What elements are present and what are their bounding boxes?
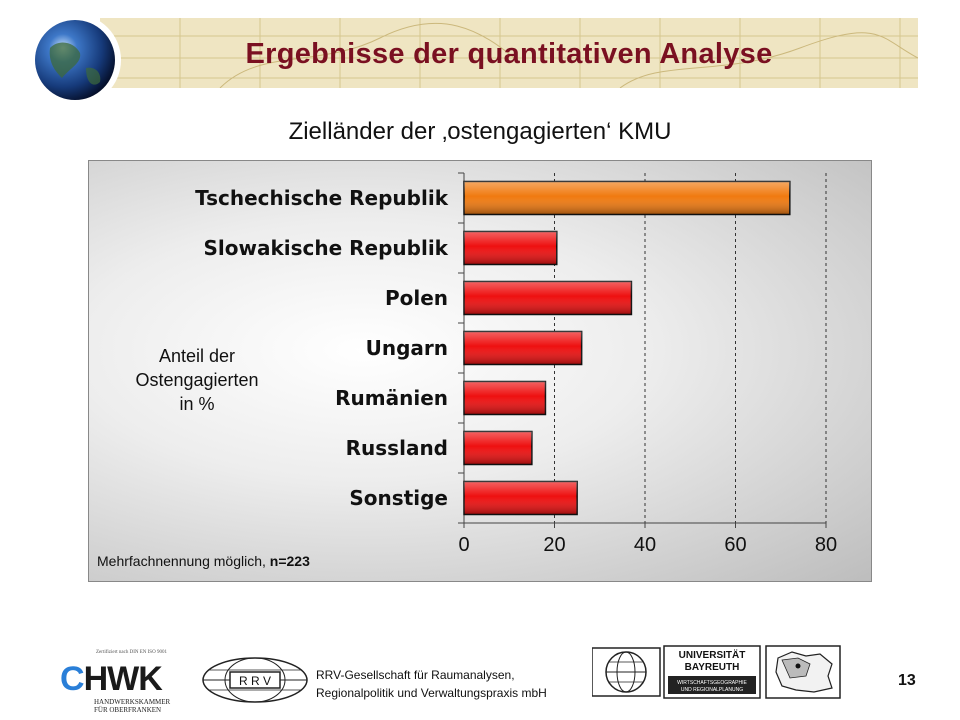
footnote-text: Mehrfachnennung möglich, [97, 553, 270, 569]
bar-chart: Tschechische Republik Slowakische Republi… [195, 172, 837, 556]
hwk-subtitle: HANDWERKSKAMMER FÜR OBERFRANKEN [94, 698, 170, 714]
category-label: Ungarn [366, 336, 448, 360]
x-tick-label: 80 [815, 534, 837, 556]
sample-size: n=223 [269, 553, 310, 569]
x-tick-label: 0 [458, 534, 469, 556]
page-number: 13 [898, 672, 916, 689]
uni-line-3: WIRTSCHAFTSGEOGRAPHIE [677, 680, 747, 686]
category-label: Russland [346, 436, 448, 460]
map-grid-decoration [100, 18, 918, 88]
bar-shading [464, 231, 557, 265]
y-axis-title-line-2: Ostengagierten [135, 370, 259, 390]
hwk-sub-line-1: HANDWERKSKAMMER [94, 698, 171, 706]
category-label: Sonstige [349, 486, 448, 510]
chart-area: Tschechische Republik Slowakische Republi… [88, 160, 872, 582]
university-bayreuth-logo: UNIVERSITÄT BAYREUTH WIRTSCHAFTSGEOGRAPH… [592, 645, 841, 699]
company-name-line-1: RRV-Gesellschaft für Raumanalysen, [316, 668, 515, 682]
bayreuth-location-icon [795, 663, 801, 669]
globe-logo-icon [29, 14, 121, 106]
uni-line-4: UND REGIONALPLANUNG [681, 687, 743, 693]
category-label: Tschechische Republik [195, 186, 449, 210]
y-axis-title-line-3: in % [179, 394, 215, 414]
hwk-sub-line-2: FÜR OBERFRANKEN [94, 706, 162, 714]
hwk-wordmark: CHWK [60, 660, 163, 699]
category-label: Slowakische Republik [203, 236, 448, 260]
uni-line-1: UNIVERSITÄT [679, 648, 746, 661]
chart-footnote: Mehrfachnennung möglich, n=223 [97, 553, 310, 569]
uni-line-2: BAYREUTH [685, 662, 740, 673]
bar-shading [464, 331, 582, 365]
rrv-mark-text: R R V [239, 674, 271, 688]
category-label: Polen [385, 286, 448, 310]
footer: Zertifiziert nach DIN EN ISO 9001 CHWK H… [0, 630, 960, 720]
bar-shading [464, 281, 632, 315]
x-tick-label: 60 [724, 534, 746, 556]
y-axis-title-line-1: Anteil der [158, 346, 236, 366]
x-tick-label: 40 [634, 534, 656, 556]
hwk-c-icon: C [60, 660, 85, 698]
bar-shading [464, 431, 532, 465]
hwk-logo: Zertifiziert nach DIN EN ISO 9001 CHWK H… [60, 650, 170, 714]
company-name-line-2: Regionalpolitik und Verwaltungspraxis mb… [316, 686, 547, 700]
company-name: RRV-Gesellschaft für Raumanalysen, Regio… [316, 666, 547, 702]
x-tick-label: 20 [543, 534, 565, 556]
bar-shading [464, 481, 578, 515]
bar-shading [464, 381, 546, 415]
title-banner [100, 18, 918, 88]
slide-title: Ergebnisse der quantitativen Analyse [245, 38, 773, 70]
y-axis-title: Anteil der Ostengagierten in % [107, 344, 287, 416]
bar-shading [464, 181, 790, 215]
hwk-name: HWK [83, 660, 163, 698]
category-label: Rumänien [335, 386, 448, 410]
hwk-cert-text: Zertifiziert nach DIN EN ISO 9001 [96, 650, 167, 655]
rrv-logo: R R V [202, 657, 308, 703]
chart-title: Zielländer der ‚ostengagierten‘ KMU [288, 118, 672, 145]
